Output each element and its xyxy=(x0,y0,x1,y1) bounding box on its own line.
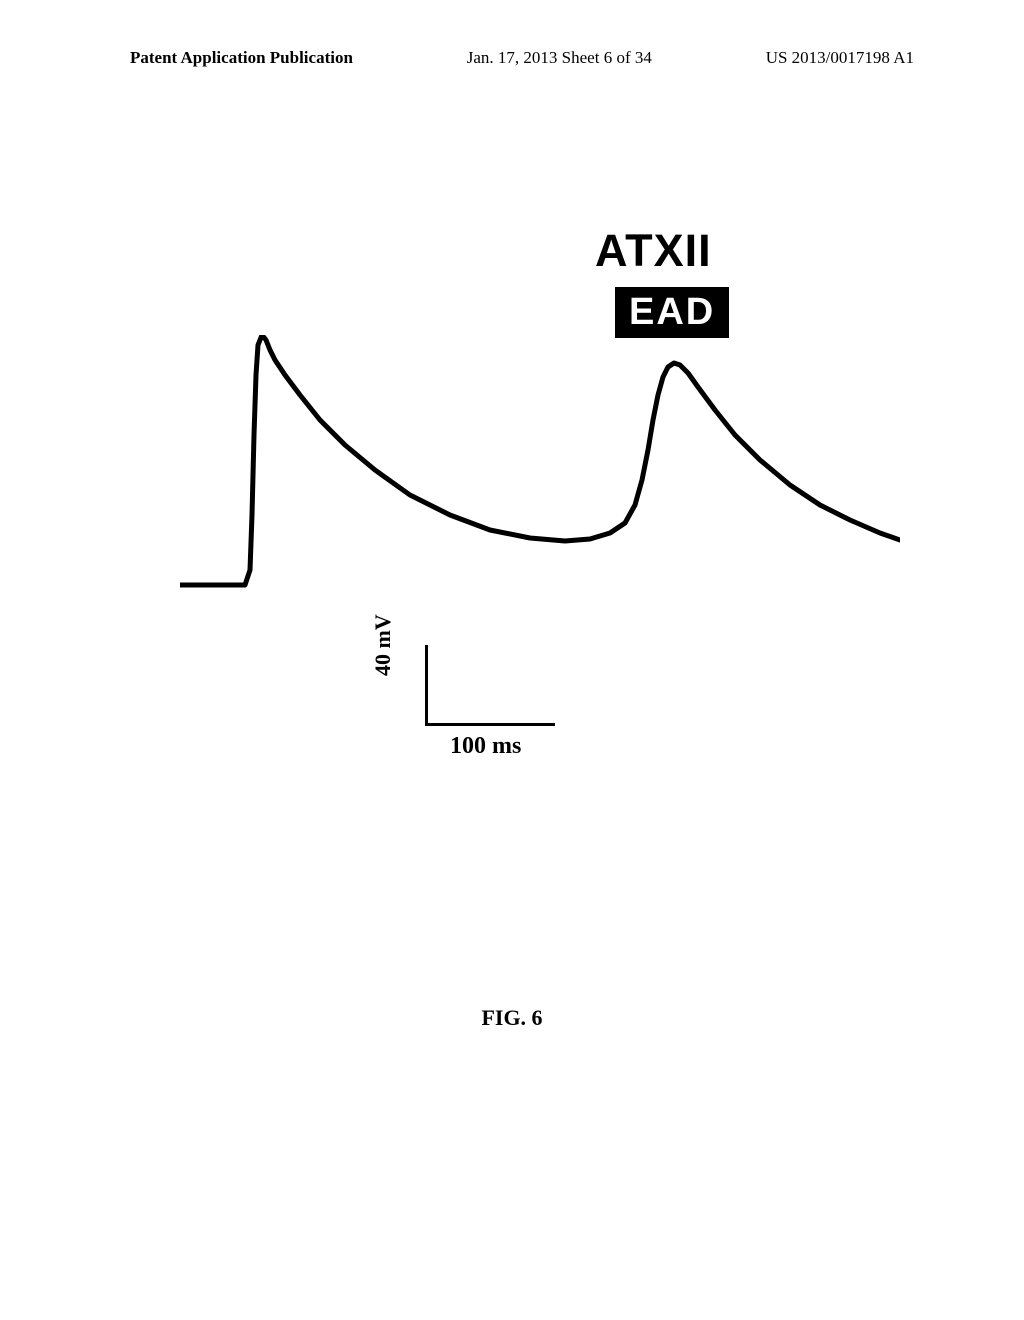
scale-x-bar xyxy=(425,723,555,726)
header-publication: Patent Application Publication xyxy=(130,48,353,68)
header-date-sheet: Jan. 17, 2013 Sheet 6 of 34 xyxy=(467,48,652,68)
scale-y-bar xyxy=(425,645,428,723)
scale-x-label: 100 ms xyxy=(450,733,521,760)
figure-container: ATXII EAD 40 mV 100 ms xyxy=(180,225,900,805)
scale-y-label: 40 mV xyxy=(370,614,396,676)
figure-title: ATXII xyxy=(595,225,712,277)
page-header: Patent Application Publication Jan. 17, … xyxy=(0,48,1024,68)
ead-annotation: EAD xyxy=(615,287,729,338)
scale-bar: 40 mV 100 ms xyxy=(390,645,590,775)
figure-caption: FIG. 6 xyxy=(0,1005,1024,1031)
trace-chart xyxy=(180,335,900,685)
header-patent-number: US 2013/0017198 A1 xyxy=(766,48,914,68)
